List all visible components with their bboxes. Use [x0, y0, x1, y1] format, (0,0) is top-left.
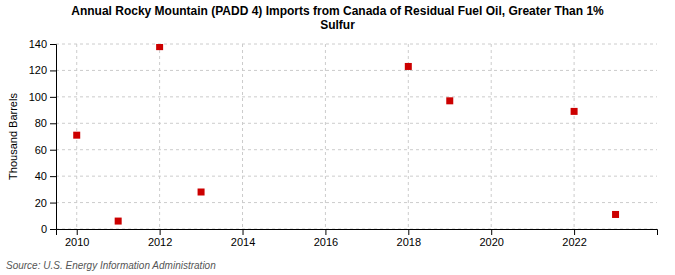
y-axis-tick: 0	[41, 223, 56, 235]
square-point	[198, 189, 205, 196]
x-axis-line	[57, 230, 658, 236]
y-axis-tick-label: 20	[35, 197, 47, 209]
y-axis-line	[50, 45, 57, 230]
y-axis-tick: 100	[29, 91, 56, 103]
x-axis-tick-mark	[160, 229, 161, 235]
square-point	[405, 63, 412, 70]
x-axis-tick: 2016	[314, 229, 338, 248]
y-axis-tick-mark	[50, 150, 56, 151]
y-grid-line	[56, 176, 657, 177]
x-axis-tick-mark	[408, 229, 409, 235]
y-grid-line	[56, 123, 657, 124]
x-axis-tick: 2022	[562, 229, 586, 248]
y-axis: 0 20 40 60 80 100 120 140	[29, 38, 57, 235]
title-line: Sulfur	[320, 18, 355, 32]
x-grid-line	[408, 44, 409, 229]
source: Source: U.S. Energy Information Administ…	[6, 260, 216, 271]
y-axis-tick: 20	[35, 197, 56, 209]
y-axis-tick-label: 0	[41, 223, 47, 235]
y-axis-tick-label: 60	[35, 144, 47, 156]
x-axis-tick-mark	[574, 229, 575, 235]
x-grid-line	[159, 44, 160, 229]
x-axis-tick-mark	[325, 229, 326, 235]
square-point	[446, 97, 453, 104]
x-axis-tick-label: 2012	[148, 236, 172, 248]
y-axis-title: Thousand Barrels	[7, 93, 19, 180]
x-grid-line	[574, 44, 575, 229]
grid	[56, 44, 657, 229]
y-axis-tick-mark	[50, 44, 56, 45]
x-axis-tick: 2012	[148, 229, 172, 248]
x-axis-tick-mark	[243, 229, 244, 235]
x-axis-tick-label: 2022	[562, 236, 586, 248]
y-axis-tick-label: 120	[29, 64, 47, 76]
plot: 2010 2012 2014 2016 2018 2020 2022 0 20 40 60 80 100…	[29, 38, 658, 248]
y-axis-tick: 80	[35, 117, 56, 129]
y-grid-line	[56, 96, 657, 97]
chart: 2010 2012 2014 2016 2018 2020 2022 0 20 40 60 80 100…	[0, 0, 675, 275]
y-axis-tick-mark	[50, 70, 56, 71]
x-axis-tick-label: 2016	[314, 236, 338, 248]
x-axis-tick-label: 2014	[231, 236, 255, 248]
points	[73, 44, 619, 225]
y-grid-line	[56, 202, 657, 203]
x-axis-tick-label: 2010	[65, 236, 89, 248]
square-point	[156, 44, 163, 50]
y-axis-tick-mark	[50, 229, 56, 230]
x-grid-line	[491, 44, 492, 229]
square-point	[73, 132, 80, 139]
x-grid-line	[242, 44, 243, 229]
y-axis-tick-label: 140	[29, 38, 47, 50]
y-grid-line	[56, 44, 657, 45]
y-grid-line	[56, 149, 657, 150]
y-grid-line	[56, 70, 657, 71]
x-axis-tick-mark	[491, 229, 492, 235]
x-axis-tick-mark	[77, 229, 78, 235]
x-axis-tick: 2010	[65, 229, 89, 248]
x-axis-tick-label: 2018	[397, 236, 421, 248]
square-point	[612, 211, 619, 218]
y-axis-tick: 40	[35, 170, 56, 182]
title: Annual Rocky Mountain (PADD 4) Imports f…	[71, 4, 604, 32]
x-axis-tick: 2014	[231, 229, 255, 248]
y-axis-tick-mark	[50, 97, 56, 98]
x-axis: 2010 2012 2014 2016 2018 2020 2022	[57, 229, 658, 248]
x-axis-tick-label: 2020	[479, 236, 503, 248]
y-axis-tick: 120	[29, 64, 56, 76]
x-grid-line	[325, 44, 326, 229]
y-axis-tick-mark	[50, 123, 56, 124]
y-axis-tick: 140	[29, 38, 56, 50]
y-axis-tick-label: 80	[35, 117, 47, 129]
square-point	[571, 108, 578, 115]
y-axis-tick-mark	[50, 176, 56, 177]
title-line: Annual Rocky Mountain (PADD 4) Imports f…	[71, 4, 604, 18]
square-point	[115, 218, 122, 225]
x-axis-tick: 2018	[397, 229, 421, 248]
y-axis-tick-label: 40	[35, 170, 47, 182]
y-axis-tick: 60	[35, 144, 56, 156]
y-axis-tick-mark	[50, 203, 56, 204]
x-axis-tick: 2020	[479, 229, 503, 248]
y-axis-tick-label: 100	[29, 91, 47, 103]
